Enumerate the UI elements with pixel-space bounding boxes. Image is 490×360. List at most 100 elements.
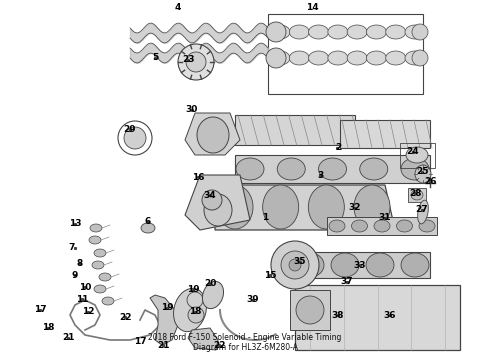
- Ellipse shape: [186, 52, 206, 72]
- Bar: [327, 217, 437, 235]
- Ellipse shape: [329, 220, 345, 232]
- Text: 33: 33: [354, 261, 366, 270]
- Ellipse shape: [187, 292, 203, 308]
- Ellipse shape: [386, 25, 406, 39]
- Ellipse shape: [405, 51, 425, 65]
- Bar: [235, 155, 430, 183]
- Ellipse shape: [197, 117, 229, 153]
- Text: 32: 32: [349, 203, 361, 212]
- Text: 23: 23: [182, 55, 194, 64]
- Ellipse shape: [412, 24, 428, 40]
- Bar: [400, 143, 435, 168]
- Ellipse shape: [271, 241, 319, 289]
- Text: 25: 25: [416, 167, 428, 176]
- Text: 34: 34: [204, 190, 216, 199]
- Ellipse shape: [94, 249, 106, 257]
- Ellipse shape: [406, 147, 428, 163]
- Ellipse shape: [270, 25, 290, 39]
- Ellipse shape: [102, 297, 114, 305]
- Ellipse shape: [217, 185, 253, 229]
- Ellipse shape: [236, 158, 264, 180]
- Bar: [408, 188, 426, 202]
- Polygon shape: [235, 115, 355, 145]
- Text: 24: 24: [407, 148, 419, 157]
- Polygon shape: [295, 252, 430, 278]
- Ellipse shape: [92, 261, 104, 269]
- Ellipse shape: [328, 51, 348, 65]
- Text: 22: 22: [213, 341, 225, 350]
- Text: 16: 16: [192, 172, 204, 181]
- Ellipse shape: [302, 302, 318, 318]
- Ellipse shape: [354, 185, 390, 229]
- Text: 2: 2: [335, 144, 341, 153]
- Text: 29: 29: [123, 126, 136, 135]
- Text: 17: 17: [34, 306, 47, 315]
- Text: 21: 21: [62, 333, 74, 342]
- Ellipse shape: [270, 51, 290, 65]
- Ellipse shape: [289, 51, 309, 65]
- Text: 14: 14: [306, 4, 318, 13]
- Ellipse shape: [204, 194, 232, 226]
- Ellipse shape: [266, 22, 286, 42]
- Ellipse shape: [396, 220, 413, 232]
- Text: 18: 18: [42, 324, 54, 333]
- Polygon shape: [185, 175, 250, 230]
- Text: 26: 26: [424, 177, 436, 186]
- Text: 37: 37: [341, 278, 353, 287]
- Ellipse shape: [296, 296, 324, 324]
- Ellipse shape: [360, 158, 388, 180]
- Text: 7: 7: [69, 243, 75, 252]
- Bar: [268, 14, 423, 94]
- Text: 20: 20: [204, 279, 216, 288]
- Text: 5: 5: [152, 54, 158, 63]
- Text: 17: 17: [134, 338, 147, 346]
- Ellipse shape: [173, 288, 206, 332]
- Ellipse shape: [94, 285, 106, 293]
- Text: 31: 31: [379, 213, 391, 222]
- Ellipse shape: [188, 307, 204, 323]
- Polygon shape: [188, 328, 218, 350]
- Ellipse shape: [178, 44, 214, 80]
- Text: 11: 11: [76, 294, 88, 303]
- Ellipse shape: [141, 223, 155, 233]
- Ellipse shape: [289, 25, 309, 39]
- Ellipse shape: [124, 127, 146, 149]
- Polygon shape: [150, 295, 178, 345]
- Text: 36: 36: [384, 310, 396, 320]
- Ellipse shape: [401, 253, 429, 277]
- Text: 2018 Ford F-150 Solenoid - Engine Variable Timing
Diagram for HL3Z-6M280-A: 2018 Ford F-150 Solenoid - Engine Variab…: [148, 333, 342, 352]
- Ellipse shape: [89, 236, 101, 244]
- Polygon shape: [185, 113, 240, 155]
- Text: 18: 18: [189, 307, 201, 316]
- Ellipse shape: [347, 25, 367, 39]
- Ellipse shape: [331, 253, 359, 277]
- Text: 13: 13: [69, 220, 81, 229]
- Ellipse shape: [281, 251, 309, 279]
- Polygon shape: [340, 120, 430, 148]
- Ellipse shape: [366, 253, 394, 277]
- Text: 28: 28: [409, 189, 421, 198]
- Text: 15: 15: [264, 270, 276, 279]
- Ellipse shape: [386, 51, 406, 65]
- Text: 3: 3: [317, 171, 323, 180]
- Ellipse shape: [289, 259, 301, 271]
- Ellipse shape: [99, 273, 111, 281]
- Bar: [295, 285, 460, 350]
- Text: 38: 38: [332, 310, 344, 320]
- Ellipse shape: [367, 25, 387, 39]
- Ellipse shape: [328, 25, 348, 39]
- Text: 4: 4: [175, 4, 181, 13]
- Ellipse shape: [277, 158, 305, 180]
- Ellipse shape: [417, 200, 428, 224]
- Ellipse shape: [309, 51, 329, 65]
- Ellipse shape: [412, 50, 428, 66]
- Ellipse shape: [309, 25, 329, 39]
- Text: 30: 30: [186, 105, 198, 114]
- Ellipse shape: [296, 253, 324, 277]
- Ellipse shape: [308, 185, 344, 229]
- Text: 22: 22: [119, 312, 131, 321]
- Polygon shape: [215, 185, 395, 230]
- Ellipse shape: [351, 220, 368, 232]
- Text: 19: 19: [161, 303, 173, 312]
- Text: 27: 27: [416, 206, 428, 215]
